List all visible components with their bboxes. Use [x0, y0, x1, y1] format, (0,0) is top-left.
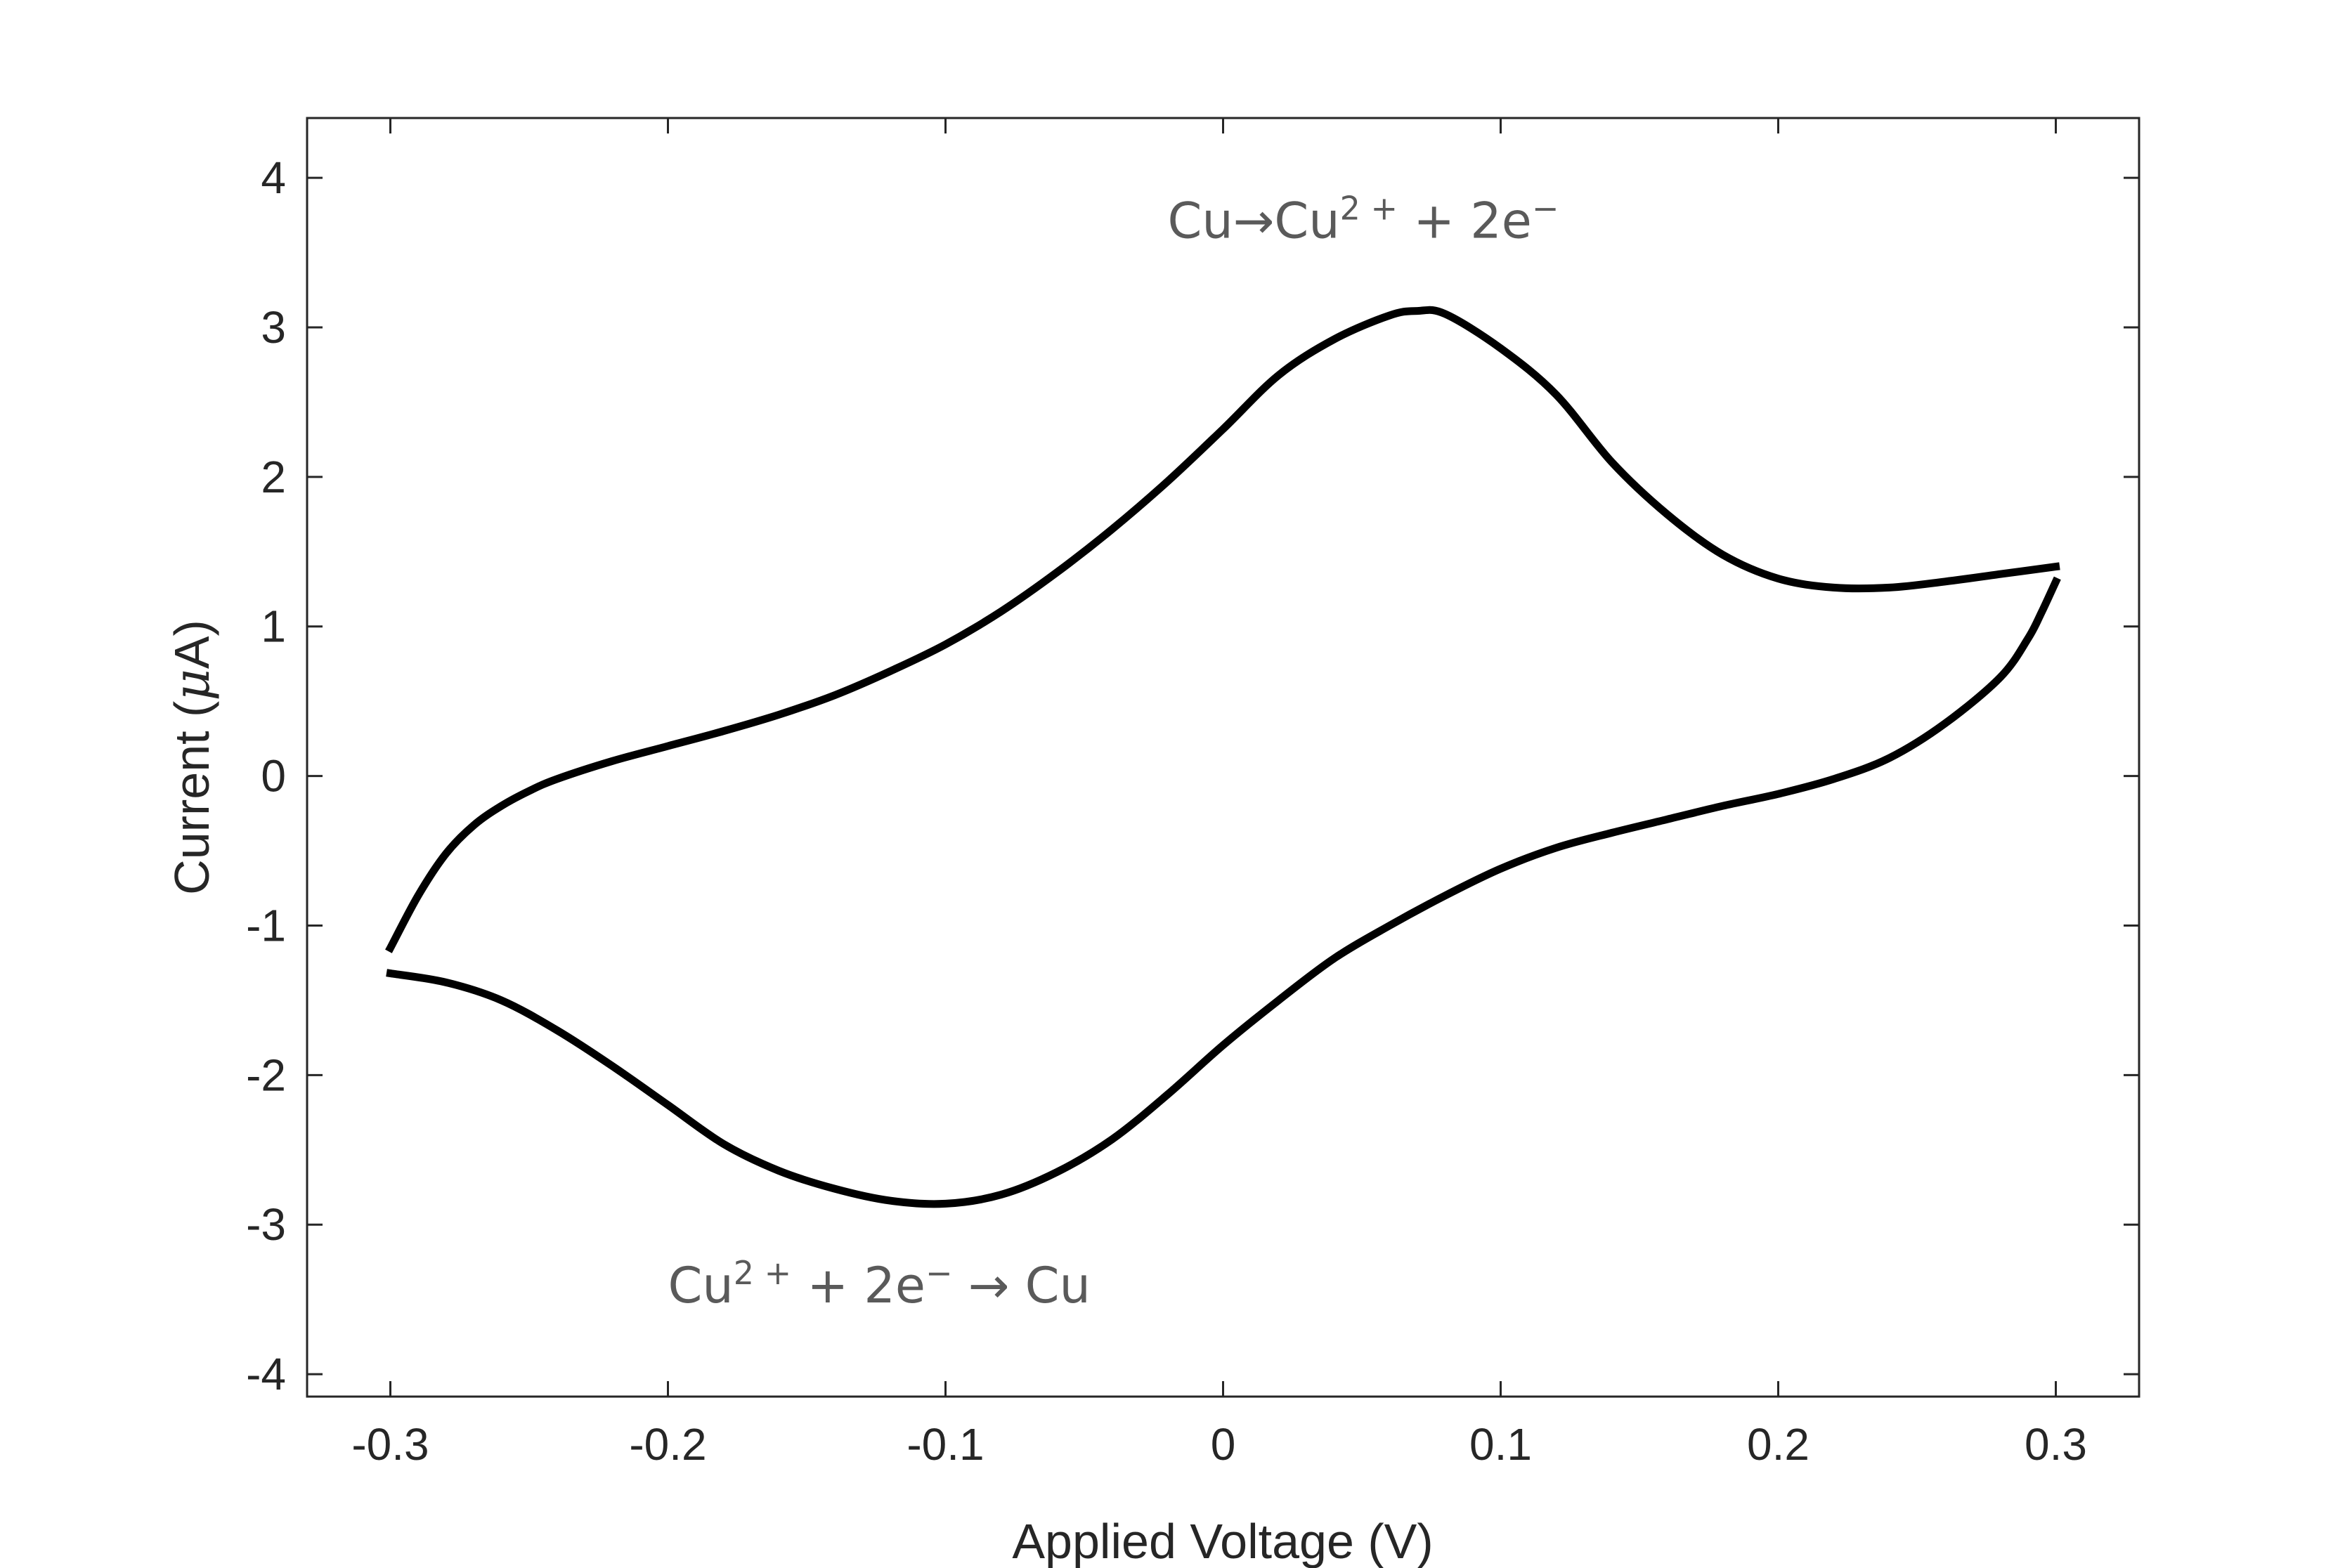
y-tick-labels: -4 -3 -2 -1 0 1 2 3 4	[246, 152, 286, 1399]
x-tick-label: 0.2	[1747, 1419, 1810, 1470]
y-axis-title-mu: μ	[163, 669, 221, 701]
y-tick-label: 0	[261, 751, 286, 802]
y-tick-label: -2	[246, 1050, 286, 1100]
x-tick-label: -0.1	[907, 1419, 984, 1470]
reaction-annotations: Cu→Cu2 + + 2e−Cu2 + + 2e− → Cu	[668, 189, 1559, 1314]
y-tick-label: 2	[261, 452, 286, 502]
annotation-superscript: −	[1532, 189, 1559, 227]
annotation-text: Cu	[1168, 192, 1233, 249]
y-axis-title-suffix: A)	[164, 620, 219, 669]
annotation-superscript: 2 +	[734, 1254, 791, 1292]
cv-curve	[385, 306, 2061, 1208]
reverse-sweep-line	[386, 576, 2061, 1208]
axis-ticks	[307, 118, 2139, 1397]
annotation-superscript: −	[925, 1254, 953, 1292]
annotation-text: + 2e	[1398, 192, 1532, 249]
y-axis-title-prefix: Current (	[164, 701, 219, 895]
y-tick-label: -1	[246, 900, 286, 950]
y-tick-label: 3	[261, 302, 286, 353]
annotation-superscript: 2 +	[1340, 189, 1398, 227]
annotation-text: + 2e	[791, 1257, 925, 1314]
y-tick-label: 1	[261, 601, 286, 652]
x-tick-label: 0	[1211, 1419, 1236, 1470]
annotation-text: Cu	[1274, 192, 1339, 249]
annotation-text: →	[1233, 192, 1275, 249]
annotation-text: → Cu	[953, 1257, 1091, 1314]
annotation-text: Cu	[668, 1257, 734, 1314]
y-tick-label: -3	[246, 1199, 286, 1250]
reduction-annotation: Cu2 + + 2e− → Cu	[668, 1254, 1091, 1314]
y-tick-label: 4	[261, 152, 286, 203]
forward-sweep-line	[385, 306, 2060, 953]
x-tick-label: 0.3	[2025, 1419, 2087, 1470]
plot-area-frame	[306, 117, 2140, 1398]
x-tick-label: -0.3	[351, 1419, 429, 1470]
y-tick-label: -4	[246, 1349, 286, 1399]
x-tick-labels: -0.3 -0.2 -0.1 0 0.1 0.2 0.3	[351, 1419, 2087, 1470]
oxidation-annotation: Cu→Cu2 + + 2e−	[1168, 189, 1559, 249]
x-tick-label: -0.2	[629, 1419, 706, 1470]
x-axis-title: Applied Voltage (V)	[1012, 1514, 1433, 1568]
y-axis-title: Current (μA)	[163, 620, 221, 895]
x-tick-label: 0.1	[1469, 1419, 1532, 1470]
